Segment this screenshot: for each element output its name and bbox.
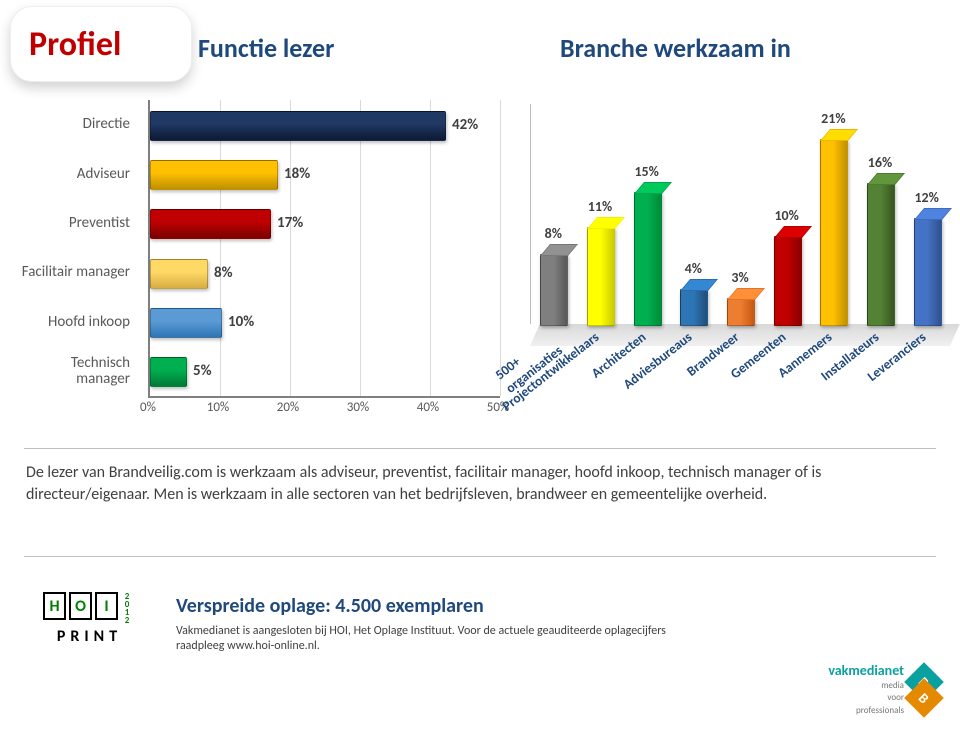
hbar-category: Facilitair manager bbox=[14, 248, 138, 297]
subtitle-left: Functie lezer bbox=[198, 32, 334, 64]
hbar-xtick: 0% bbox=[140, 400, 156, 415]
hbar-value: 8% bbox=[206, 259, 233, 287]
vakmedianet-text: vakmedianet media voor professionals bbox=[828, 664, 904, 716]
vbar-bar: 11% bbox=[587, 217, 613, 326]
vbar-bar: 3% bbox=[727, 288, 753, 326]
hbar-value: 42% bbox=[444, 111, 478, 139]
vak-sub3: professionals bbox=[856, 705, 904, 716]
hbar-value: 18% bbox=[276, 160, 310, 188]
hbar-category: Technisch manager bbox=[14, 347, 138, 396]
hbar-xtick: 10% bbox=[207, 400, 229, 415]
chart-branche: 8%11%15%4%3%10%21%16%12% 500+ organisati… bbox=[520, 82, 960, 434]
vbar-bar: 12% bbox=[914, 208, 940, 326]
hbar-category: Hoofd inkoop bbox=[14, 297, 138, 346]
hbar-category: Preventist bbox=[14, 199, 138, 248]
vbar-bar: 4% bbox=[680, 279, 706, 326]
circulation-block: Verspreide oplage: 4.500 exemplaren Vakm… bbox=[176, 594, 696, 654]
vak-bb-icon: BB bbox=[910, 674, 938, 706]
divider-top bbox=[24, 448, 936, 449]
circulation-heading: Verspreide oplage: 4.500 exemplaren bbox=[176, 594, 696, 618]
hoi-letter: O bbox=[69, 592, 92, 620]
hbar-category: Adviseur bbox=[14, 149, 138, 198]
hbar-xtick: 20% bbox=[277, 400, 299, 415]
vakmedianet-logo: vakmedianet media voor professionals BB bbox=[828, 664, 938, 716]
hbar-value: 17% bbox=[269, 209, 303, 237]
hbar-xtick: 40% bbox=[417, 400, 439, 415]
hbar-bar bbox=[150, 308, 222, 338]
page-title: Profiel bbox=[29, 24, 121, 65]
circulation-note: Vakmedianet is aangesloten bij HOI, Het … bbox=[176, 624, 696, 654]
hbar-value: 10% bbox=[220, 308, 254, 336]
hbar-value: 5% bbox=[185, 357, 212, 385]
hbar-bar bbox=[150, 357, 187, 387]
vbar-bar: 10% bbox=[774, 226, 800, 326]
vak-brand: vakmedianet bbox=[828, 662, 904, 679]
vbar-bar: 21% bbox=[820, 129, 846, 326]
vak-sub1: media bbox=[881, 680, 904, 691]
page-title-card: Profiel bbox=[10, 6, 192, 82]
charts-row: DirectieAdviseurPreventistFacilitair man… bbox=[0, 82, 960, 442]
vbar-bar: 16% bbox=[867, 173, 893, 326]
vbar-bar: 8% bbox=[540, 244, 566, 326]
hbar-category: Directie bbox=[14, 100, 138, 149]
vak-sub2: voor bbox=[887, 692, 904, 703]
hbar-bar bbox=[150, 209, 271, 239]
hoi-year: 2012 bbox=[121, 593, 133, 625]
hoi-print-logo: H O I 2012 PRINT bbox=[28, 592, 148, 646]
divider-bottom bbox=[24, 556, 936, 557]
hbar-bar bbox=[150, 259, 208, 289]
hoi-print-word: PRINT bbox=[28, 627, 148, 646]
chart-functie-lezer: DirectieAdviseurPreventistFacilitair man… bbox=[0, 82, 520, 434]
hbar-bar bbox=[150, 160, 278, 190]
hoi-letter: I bbox=[95, 592, 118, 620]
hbar-xtick: 30% bbox=[347, 400, 369, 415]
subtitle-right: Branche werkzaam in bbox=[560, 32, 791, 64]
hoi-letter: H bbox=[43, 592, 66, 620]
body-text: De lezer van Brandveilig.com is werkzaam… bbox=[26, 462, 934, 505]
hbar-bar bbox=[150, 111, 446, 141]
vbar-bar: 15% bbox=[634, 182, 660, 326]
